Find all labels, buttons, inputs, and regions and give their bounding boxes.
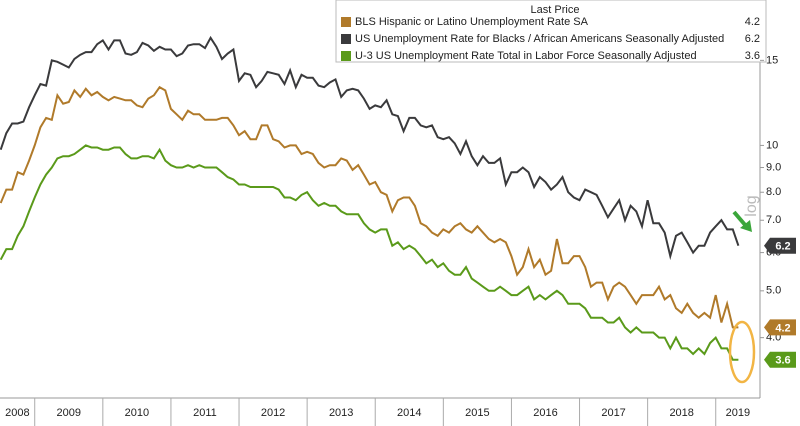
legend-box (335, 0, 767, 63)
x-tick-label: 2015 (465, 407, 489, 419)
legend-label: BLS Hispanic or Latino Unemployment Rate… (355, 16, 589, 28)
x-tick-label: 2009 (57, 407, 81, 419)
legend-title: Last Price (531, 4, 580, 16)
last-value-tag: 6.2 (764, 237, 796, 254)
series-line (0, 85, 739, 329)
x-tick-label: 2019 (726, 407, 750, 419)
legend-label: US Unemployment Rate for Blacks / Africa… (355, 33, 724, 45)
legend-value: 6.2 (745, 33, 760, 45)
tag-shape (764, 351, 796, 368)
highlight-ellipse (728, 320, 756, 384)
tag-value: 3.6 (775, 355, 790, 367)
x-tick-label: 2017 (601, 407, 625, 419)
x-tick-label: 2013 (329, 407, 353, 419)
y-tick-label: 15 (766, 54, 778, 66)
scale-label: log (743, 195, 760, 216)
last-value-tag: 3.6 (764, 351, 796, 368)
x-tick-label: 2016 (533, 407, 557, 419)
legend: Last Price BLS Hispanic or Latino Unempl… (335, 0, 767, 63)
legend-label: U-3 US Unemployment Rate Total in Labor … (355, 50, 697, 62)
series-line (0, 35, 740, 261)
x-tick-label: 2011 (193, 407, 217, 419)
legend-swatch (341, 17, 351, 27)
last-value-tag: 4.2 (764, 319, 796, 336)
tag-shape (764, 237, 796, 254)
tag-value: 6.2 (775, 241, 790, 253)
legend-swatch (341, 51, 351, 61)
x-tick-label: 2012 (261, 407, 285, 419)
legend-swatch (341, 34, 351, 44)
x-tick-label: 2018 (669, 407, 693, 419)
x-tick-label: 2010 (125, 407, 149, 419)
y-tick-label: 8.0 (766, 186, 781, 198)
legend-value: 3.6 (745, 50, 760, 62)
tag-shape (764, 319, 796, 336)
tag-value: 4.2 (775, 322, 790, 334)
series-line (0, 144, 739, 361)
legend-value: 4.2 (745, 16, 760, 28)
annotation-arrowhead (740, 220, 752, 232)
x-tick-label: 2014 (397, 407, 421, 419)
plot-area (0, 35, 740, 361)
annotation-arrow (732, 210, 748, 228)
y-tick-label: 9.0 (766, 161, 781, 173)
y-tick-label: 7.0 (766, 214, 781, 226)
y-tick-label: 5.0 (766, 285, 781, 297)
x-tick-label: 2008 (5, 407, 29, 419)
y-tick-label: 10 (766, 139, 778, 151)
